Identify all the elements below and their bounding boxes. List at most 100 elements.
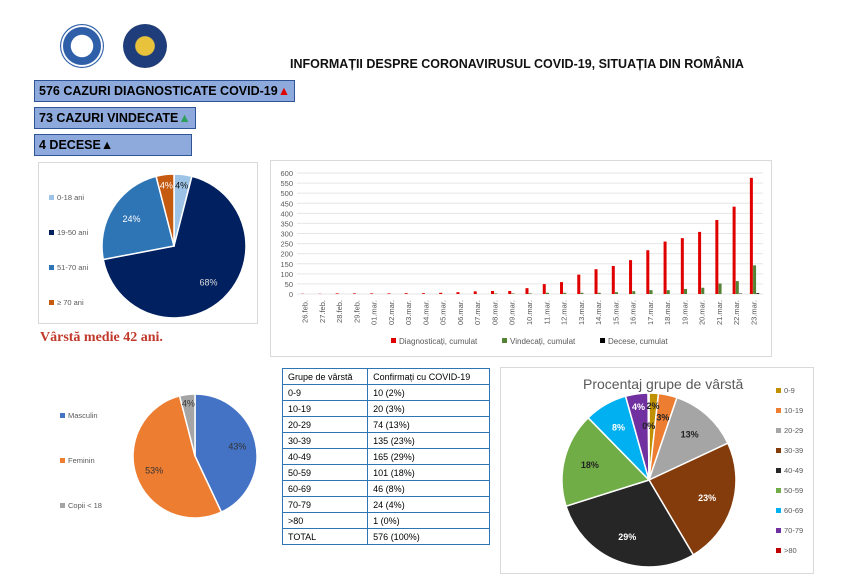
- legend-item: 19-50 ani: [49, 228, 88, 237]
- legend-label: 10-19: [784, 406, 804, 415]
- table-cell: 74 (13%): [367, 416, 490, 433]
- bar-1: [545, 292, 549, 294]
- table-row: 30-39 135 (23%): [281, 432, 490, 449]
- legend-label: 0-9: [784, 386, 795, 395]
- x-tick-label: 09.mar.: [508, 300, 517, 325]
- x-tick-label: 08.mar.: [490, 300, 499, 325]
- x-tick-label: 11.mar.: [542, 300, 551, 324]
- table-cell: 101 (18%): [367, 464, 490, 481]
- legend-swatch: [60, 458, 65, 463]
- x-tick-label: 15.mar.: [611, 300, 620, 325]
- y-tick-label: 350: [280, 219, 293, 228]
- legend-label: 70-79: [784, 526, 804, 535]
- bar-0: [611, 265, 615, 294]
- pie-data-label: 4%: [160, 180, 173, 190]
- legend-swatch: [776, 408, 781, 413]
- table-cell: 20-29: [281, 416, 369, 433]
- table-cell: 20 (3%): [367, 400, 490, 417]
- pie-data-label: 3%: [656, 413, 669, 423]
- pie-data-label: 24%: [122, 214, 140, 224]
- bar-0: [490, 290, 494, 294]
- legend-swatch: [49, 195, 54, 200]
- legend-swatch: [60, 503, 65, 508]
- bar-1: [614, 292, 618, 294]
- x-tick-label: 05.mar.: [439, 300, 448, 325]
- x-tick-label: 22.mar.: [732, 300, 741, 325]
- pie-data-label: 18%: [581, 460, 599, 470]
- age-pie-panel: 0-18 ani 19-50 ani 51-70 ani ≥ 70 ani 4% 68%…: [38, 162, 258, 324]
- pie-data-label: 8%: [612, 422, 625, 432]
- bar-0: [594, 269, 598, 294]
- bar-1: [701, 287, 705, 294]
- legend-label: >80: [784, 546, 797, 555]
- bar-1: [684, 288, 688, 294]
- legend-item: 51-70 ani: [49, 263, 88, 272]
- table-cell: 24 (4%): [367, 496, 490, 513]
- pie-slice-50-59: [561, 416, 651, 508]
- table-cell: 60-69: [281, 480, 369, 497]
- arrow-up-icon: ▲: [277, 84, 291, 98]
- pie-data-label: 0%: [642, 421, 655, 431]
- pie-data-label: 29%: [618, 532, 636, 542]
- bar-0: [698, 231, 702, 294]
- table-row: TOTAL 576 (100%): [281, 528, 490, 545]
- x-tick-label: 27.feb.: [318, 300, 327, 323]
- legend-label: Decese, cumulat: [608, 337, 668, 346]
- bar-0: [335, 293, 339, 294]
- bar-1: [528, 293, 532, 294]
- bar-0: [577, 274, 581, 294]
- legend-item: 40-49: [776, 466, 803, 475]
- x-tick-label: 21.mar.: [715, 300, 724, 325]
- y-tick-label: 500: [280, 189, 293, 198]
- stat-label: 576 CAZURI DIAGNOSTICATE COVID-19: [39, 84, 278, 98]
- stat-label: 73 CAZURI VINDECATE: [39, 111, 179, 125]
- bar-0: [715, 219, 719, 294]
- x-tick-label: 12.mar.: [560, 300, 569, 325]
- y-tick-label: 400: [280, 209, 293, 218]
- legend-label: Copii < 18: [68, 501, 102, 510]
- table-row: >80 1 (0%): [281, 512, 490, 529]
- gender-pie-panel: Masculin Feminin Copii < 18 43% 53% 4%: [40, 385, 270, 535]
- legend-item: 0-18 ani: [49, 193, 88, 202]
- timeline-panel: 0 50 100 150 200 250 300 350 400 450 500 550 600 26.f…: [270, 160, 772, 357]
- pie-data-label: 53%: [145, 466, 163, 476]
- table-row: 40-49 165 (29%): [281, 448, 490, 465]
- pie-slice--80: [647, 392, 650, 481]
- table-cell: Grupe de vârstă: [281, 368, 369, 385]
- table-cell: 70-79: [281, 496, 369, 513]
- bar-0: [629, 260, 633, 294]
- legend-item: Copii < 18: [60, 501, 102, 510]
- table-cell: 576 (100%): [367, 528, 490, 545]
- pie-data-label: 4%: [632, 402, 645, 412]
- x-tick-label: 28.feb.: [335, 300, 344, 323]
- pie-data-label: 68%: [199, 278, 217, 288]
- legend-label: 60-69: [784, 506, 804, 515]
- y-tick-label: 550: [280, 179, 293, 188]
- x-tick-label: 07.mar.: [473, 300, 482, 325]
- legend-item: 10-19: [776, 406, 803, 415]
- x-tick-label: 20.mar.: [698, 300, 707, 325]
- legend-label: 0-18 ani: [57, 193, 85, 202]
- x-tick-label: 18.mar.: [663, 300, 672, 325]
- stat-label: 4 DECESE: [39, 138, 101, 152]
- legend-swatch: [60, 413, 65, 418]
- table-row: Grupe de vârstă Confirmați cu COVID-19: [281, 368, 490, 385]
- legend-label: Vindecați, cumulat: [510, 337, 576, 346]
- bar-0: [680, 238, 684, 294]
- x-tick-label: 03.mar.: [404, 300, 413, 325]
- legend-label: 19-50 ani: [57, 228, 89, 237]
- y-tick-label: 600: [280, 169, 293, 178]
- legend-swatch: [776, 388, 781, 393]
- table-cell: 46 (8%): [367, 480, 490, 497]
- legend-label: 20-29: [784, 426, 804, 435]
- legend-item: 30-39: [776, 446, 803, 455]
- pie-data-label: 23%: [698, 493, 716, 503]
- x-tick-label: 26.feb.: [301, 300, 310, 323]
- y-tick-label: 150: [280, 260, 293, 269]
- table-row: 20-29 74 (13%): [281, 416, 490, 433]
- table-cell: 1 (0%): [367, 512, 490, 529]
- legend-swatch: [776, 428, 781, 433]
- legend-label: Diagnosticați, cumulat: [399, 337, 478, 346]
- x-tick-label: 29.feb.: [352, 300, 361, 323]
- legend-item: ≥ 70 ani: [49, 298, 88, 307]
